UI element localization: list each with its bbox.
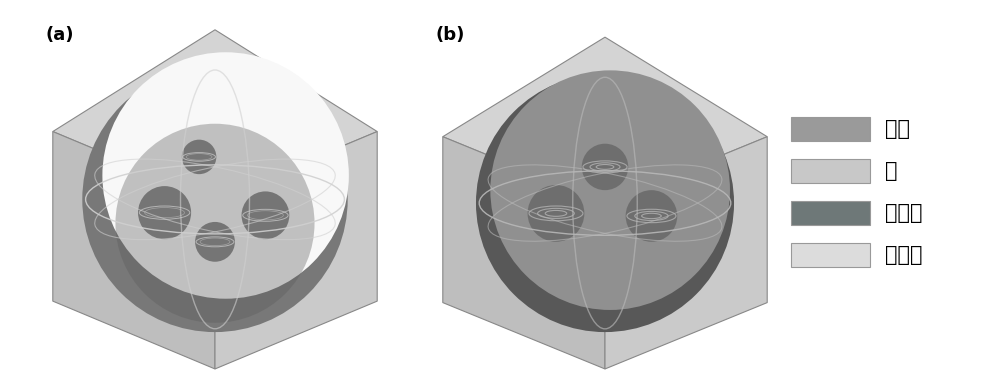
Circle shape xyxy=(626,190,677,242)
Circle shape xyxy=(178,128,273,223)
Polygon shape xyxy=(443,137,605,369)
Circle shape xyxy=(564,144,656,236)
Polygon shape xyxy=(53,30,377,199)
Circle shape xyxy=(140,90,311,261)
Text: 水合物: 水合物 xyxy=(885,245,922,265)
Text: (b): (b) xyxy=(435,26,465,44)
Circle shape xyxy=(121,71,330,280)
Bar xyxy=(790,159,870,182)
Polygon shape xyxy=(53,132,215,369)
Circle shape xyxy=(509,89,712,291)
Circle shape xyxy=(138,186,191,239)
Circle shape xyxy=(528,185,584,242)
Circle shape xyxy=(476,74,734,332)
Circle shape xyxy=(546,126,675,255)
Circle shape xyxy=(601,181,619,199)
Circle shape xyxy=(182,140,216,174)
Circle shape xyxy=(102,52,349,299)
Bar xyxy=(790,202,870,225)
Circle shape xyxy=(216,166,235,185)
Circle shape xyxy=(490,70,730,310)
Circle shape xyxy=(82,67,348,332)
Circle shape xyxy=(547,100,676,229)
Circle shape xyxy=(582,144,628,190)
Circle shape xyxy=(242,191,289,239)
Text: 额粒: 额粒 xyxy=(885,119,910,139)
Bar xyxy=(790,118,870,141)
Text: (a): (a) xyxy=(45,26,74,44)
Circle shape xyxy=(159,109,292,242)
Polygon shape xyxy=(215,132,377,369)
Circle shape xyxy=(527,107,693,273)
Circle shape xyxy=(197,147,254,204)
Circle shape xyxy=(115,124,315,323)
Text: 天然气: 天然气 xyxy=(885,203,922,223)
Text: 水: 水 xyxy=(885,161,898,181)
Polygon shape xyxy=(443,37,767,203)
Circle shape xyxy=(195,222,235,262)
Circle shape xyxy=(583,162,638,218)
Bar xyxy=(790,243,870,266)
Polygon shape xyxy=(605,137,767,369)
